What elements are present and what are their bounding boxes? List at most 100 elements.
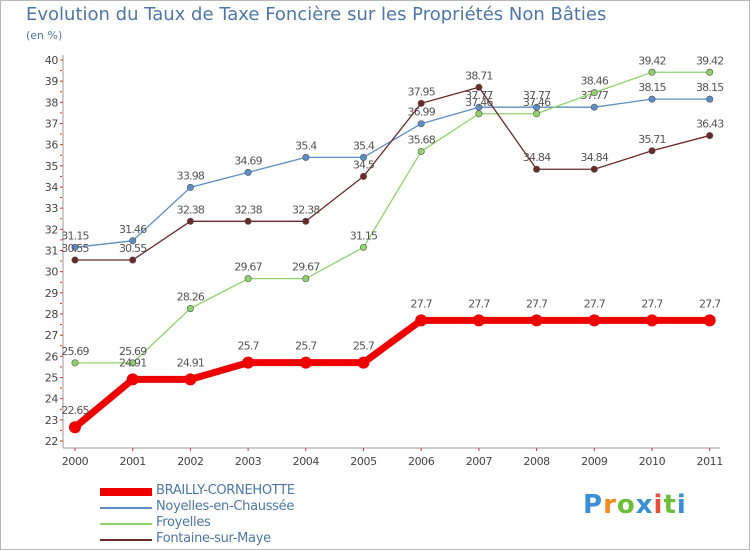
data-label-noyelles-en-chaussee: 35.4	[295, 139, 317, 152]
logo-letter: r	[603, 490, 617, 520]
data-point-fontaine-sur-maye	[706, 132, 714, 140]
series-line-fontaine-sur-maye	[75, 86, 710, 261]
data-label-noyelles-en-chaussee: 31.46	[119, 223, 147, 236]
y-tick-label: 39	[45, 75, 59, 88]
proxiti-logo: Proxiti	[583, 490, 687, 520]
data-point-brailly-cornehotte	[588, 314, 601, 327]
data-point-fontaine-sur-maye	[186, 217, 194, 225]
data-point-brailly-cornehotte	[299, 356, 312, 369]
data-label-froyelles: 39.42	[696, 54, 724, 67]
data-label-brailly-cornehotte: 27.7	[411, 297, 433, 310]
data-point-froyelles	[302, 275, 310, 283]
data-label-froyelles: 37.46	[523, 96, 551, 109]
data-point-noyelles-en-chaussee	[706, 95, 714, 103]
data-label-fontaine-sur-maye: 35.71	[638, 133, 666, 146]
data-point-brailly-cornehotte	[69, 421, 81, 434]
data-label-noyelles-en-chaussee: 38.15	[696, 81, 724, 94]
data-label-brailly-cornehotte: 25.7	[353, 340, 375, 353]
data-label-brailly-cornehotte: 25.7	[237, 340, 259, 353]
data-label-froyelles: 38.46	[581, 75, 609, 88]
data-label-fontaine-sur-maye: 32.38	[177, 203, 205, 216]
data-point-froyelles	[71, 359, 79, 367]
data-label-fontaine-sur-maye: 30.55	[61, 242, 89, 255]
data-point-fontaine-sur-maye	[359, 172, 367, 180]
y-tick-label: 32	[45, 223, 58, 236]
y-tick-label: 34	[45, 181, 59, 194]
data-label-fontaine-sur-maye: 30.55	[119, 242, 147, 255]
data-point-fontaine-sur-maye	[475, 83, 483, 91]
data-point-brailly-cornehotte	[472, 314, 485, 327]
legend-swatch	[100, 507, 152, 509]
legend-label: Froyelles	[156, 515, 211, 530]
legend-swatch	[100, 488, 152, 496]
logo-letter: i	[653, 490, 664, 520]
x-tick-label: 2011	[696, 455, 722, 468]
data-label-froyelles: 25.69	[61, 345, 89, 358]
data-point-froyelles	[533, 110, 541, 118]
logo-letter: o	[616, 490, 636, 520]
legend-label: Fontaine-sur-Maye	[156, 531, 271, 546]
data-label-fontaine-sur-maye: 34.84	[523, 151, 551, 164]
y-tick-label: 37	[45, 118, 59, 131]
data-point-froyelles	[359, 243, 367, 251]
chart-title: Evolution du Taux de Taxe Foncière sur l…	[26, 4, 607, 25]
data-point-noyelles-en-chaussee	[648, 95, 656, 103]
legend-label: Noyelles-en-Chaussée	[156, 499, 295, 514]
data-point-brailly-cornehotte	[530, 314, 543, 327]
data-label-noyelles-en-chaussee: 38.15	[638, 81, 666, 94]
y-tick-label: 38	[45, 96, 59, 109]
data-label-fontaine-sur-maye: 38.71	[465, 69, 493, 82]
y-tick-label: 23	[45, 414, 59, 427]
logo-letter: x	[635, 490, 654, 520]
data-label-noyelles-en-chaussee: 34.69	[234, 154, 262, 167]
data-point-fontaine-sur-maye	[71, 256, 79, 264]
data-point-noyelles-en-chaussee	[302, 153, 310, 161]
y-tick-label: 33	[45, 202, 59, 215]
data-point-froyelles	[186, 304, 194, 312]
data-point-fontaine-sur-maye	[417, 99, 425, 107]
data-point-froyelles	[417, 147, 425, 155]
x-tick-label: 2010	[639, 455, 666, 468]
data-point-brailly-cornehotte	[703, 314, 716, 327]
y-tick-label: 30	[45, 266, 59, 279]
data-point-fontaine-sur-maye	[302, 217, 310, 225]
data-point-fontaine-sur-maye	[648, 147, 656, 155]
data-label-brailly-cornehotte: 27.7	[584, 297, 606, 310]
data-point-noyelles-en-chaussee	[186, 183, 194, 191]
data-point-froyelles	[706, 68, 714, 76]
data-point-fontaine-sur-maye	[129, 256, 137, 264]
data-label-fontaine-sur-maye: 36.43	[696, 118, 724, 131]
data-label-brailly-cornehotte: 27.7	[699, 297, 721, 310]
y-tick-label: 25	[45, 372, 59, 385]
x-tick-label: 2005	[350, 455, 377, 468]
x-tick-label: 2006	[408, 455, 435, 468]
data-label-noyelles-en-chaussee: 37.77	[523, 89, 551, 102]
series-line-brailly-cornehotte	[72, 316, 710, 430]
data-point-noyelles-en-chaussee	[417, 120, 425, 128]
y-tick-label: 22	[45, 435, 58, 448]
data-label-brailly-cornehotte: 27.7	[468, 297, 490, 310]
data-label-brailly-cornehotte: 22.65	[61, 404, 89, 417]
legend-swatch	[100, 539, 152, 541]
data-label-froyelles: 28.26	[177, 290, 205, 303]
x-tick-label: 2008	[523, 455, 550, 468]
data-point-brailly-cornehotte	[126, 373, 139, 386]
data-point-brailly-cornehotte	[242, 356, 255, 369]
data-point-brailly-cornehotte	[646, 314, 658, 327]
legend-label: BRAILLY-CORNEHOTTE	[156, 483, 295, 498]
data-label-froyelles: 35.68	[407, 133, 435, 146]
y-tick-label: 26	[45, 350, 59, 363]
data-point-brailly-cornehotte	[357, 356, 370, 369]
y-tick-label: 24	[45, 393, 59, 406]
data-label-fontaine-sur-maye: 37.95	[407, 85, 435, 98]
y-tick-label: 31	[45, 245, 58, 258]
data-point-fontaine-sur-maye	[244, 217, 252, 225]
logo-letter: P	[583, 490, 604, 520]
data-point-noyelles-en-chaussee	[590, 103, 598, 111]
y-tick-label: 40	[45, 54, 59, 67]
data-point-fontaine-sur-maye	[533, 165, 541, 173]
legend-swatch	[100, 523, 152, 525]
logo-letter: t	[663, 490, 677, 520]
y-tick-label: 29	[45, 287, 59, 300]
